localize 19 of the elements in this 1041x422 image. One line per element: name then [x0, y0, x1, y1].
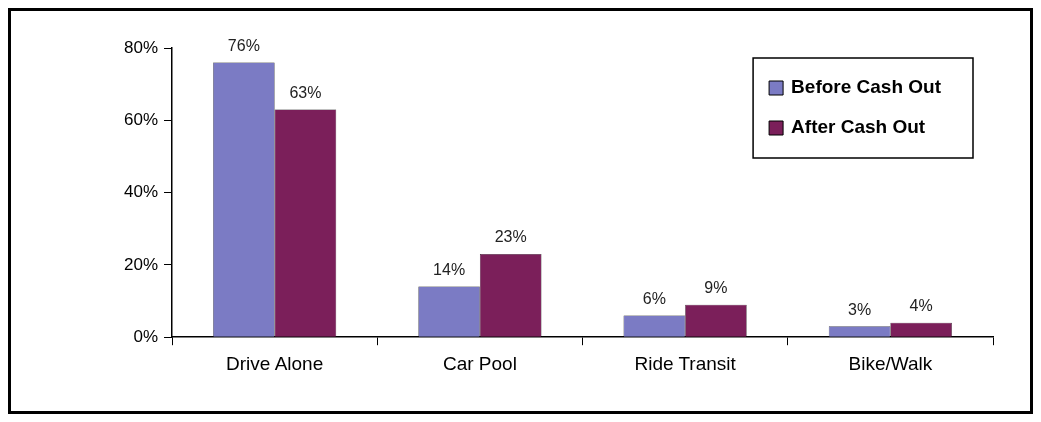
data-label: 63% — [289, 83, 322, 101]
x-tick-label: Car Pool — [442, 352, 517, 374]
legend-label: After Cash Out — [791, 116, 926, 138]
data-label: 4% — [909, 297, 933, 315]
data-label: 9% — [704, 279, 728, 297]
y-tick-label: 60% — [123, 109, 159, 129]
data-label: 6% — [642, 289, 666, 307]
data-label: 3% — [848, 300, 872, 318]
y-tick-label: 40% — [123, 182, 159, 202]
x-tick-label: Bike/Walk — [848, 352, 933, 374]
y-tick-label: 20% — [123, 254, 159, 274]
legend-label: Before Cash Out — [791, 76, 942, 98]
x-tick-label: Drive Alone — [226, 352, 324, 374]
data-label: 76% — [227, 36, 260, 54]
data-label: 23% — [494, 228, 527, 246]
y-tick-label: 0% — [133, 326, 159, 346]
x-tick-label: Ride Transit — [634, 352, 737, 374]
y-tick-label: 80% — [123, 37, 159, 57]
data-label: 14% — [433, 261, 466, 278]
